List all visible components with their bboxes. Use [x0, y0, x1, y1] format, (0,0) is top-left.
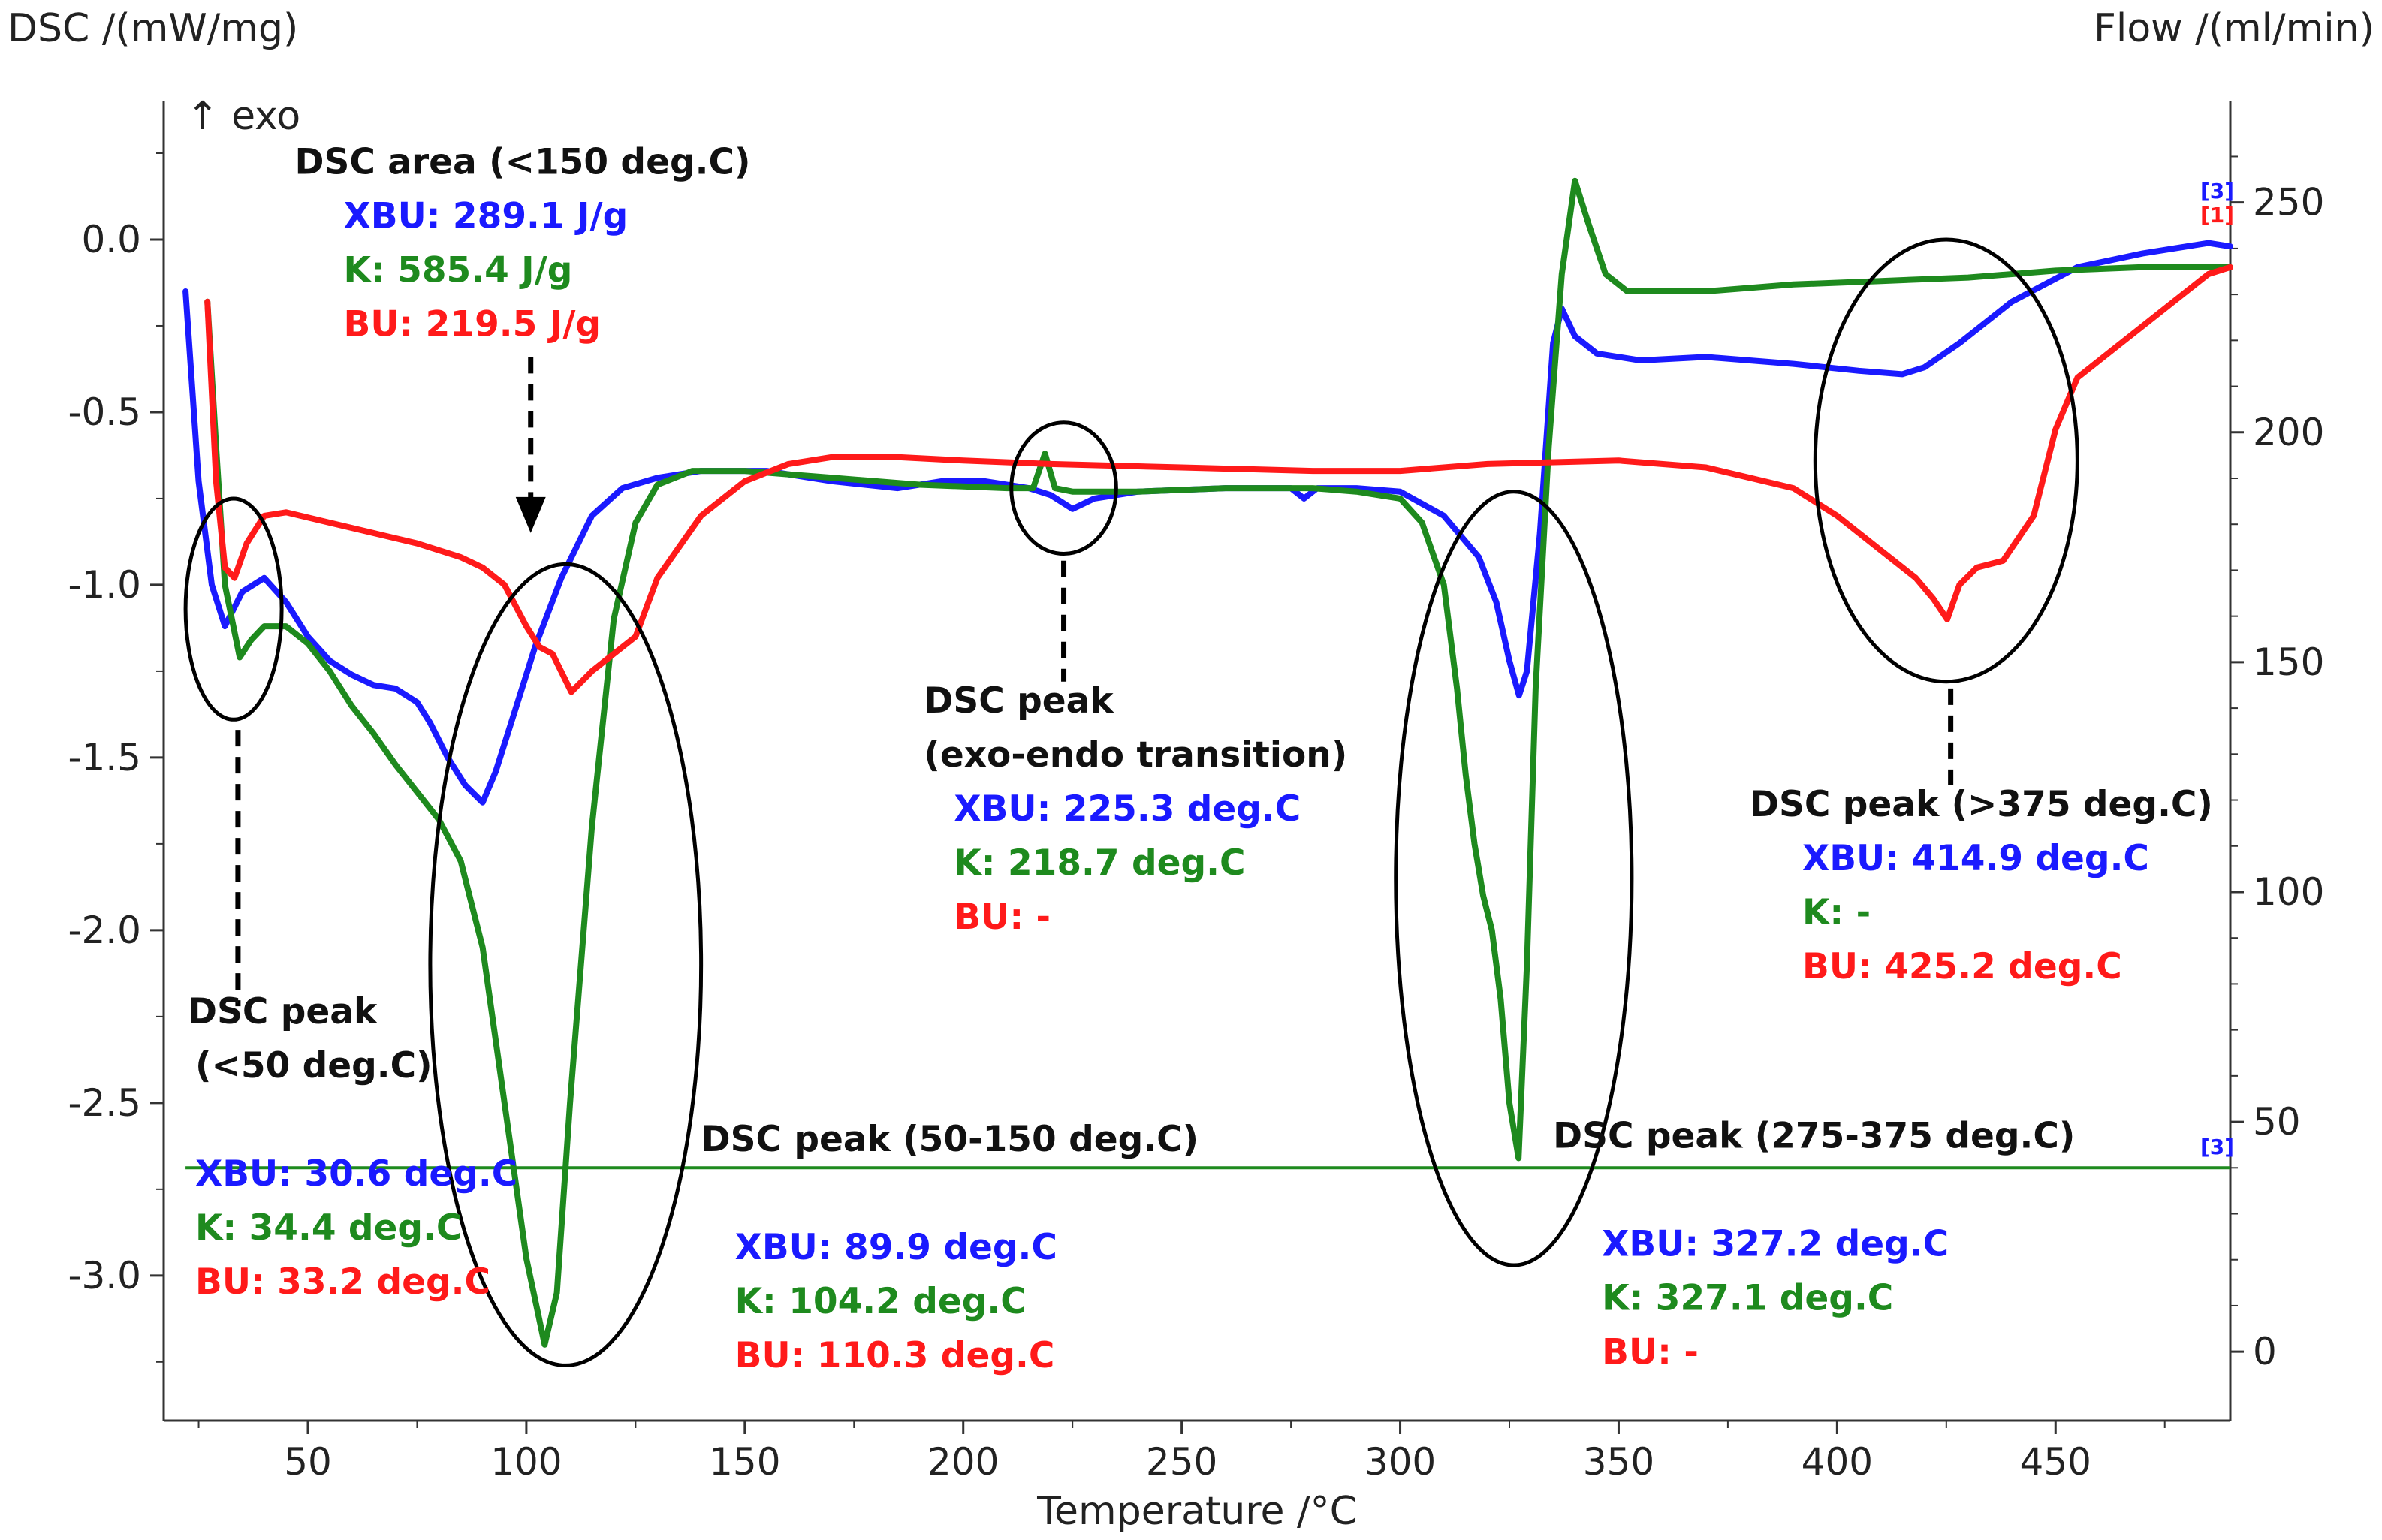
- y-axis-left-title: DSC /(mW/mg): [8, 6, 298, 51]
- exo-label: ↑ exo: [186, 94, 300, 139]
- x-tick-label-100: 100: [490, 1440, 562, 1484]
- y-right-tick-label-150: 150: [2253, 640, 2324, 684]
- arrow-area-head: [515, 496, 546, 533]
- annotation-peak-exo-endo-line-0: DSC peak: [924, 680, 1114, 722]
- ellipse-layer: [183, 237, 2079, 1367]
- y-right-tick-label-250: 250: [2253, 181, 2324, 225]
- annotation-area-line-2: K: 585.4 J/g: [344, 250, 573, 291]
- y-right-tick-label-50: 50: [2253, 1100, 2301, 1144]
- x-tick-label-400: 400: [1802, 1440, 1873, 1484]
- annotation-peak-below-50-line-5: BU: 33.2 deg.C: [195, 1261, 490, 1303]
- annotation-peak-275-375-line-3: K: 327.1 deg.C: [1602, 1278, 1893, 1319]
- annotation-peak-above-375: DSC peak (>375 deg.C) XBU: 414.9 deg.C K: …: [1750, 784, 2213, 987]
- annotation-peak-exo-endo-line-4: BU: -: [954, 897, 1051, 938]
- annotation-peak-below-50: DSC peak (<50 deg.C) XBU: 30.6 deg.C K: 34.…: [188, 991, 517, 1303]
- annotation-peak-below-50-line-3: XBU: 30.6 deg.C: [195, 1153, 517, 1195]
- x-tick-label-250: 250: [1146, 1440, 1217, 1484]
- annotation-peak-exo-endo: DSC peak (exo-endo transition) XBU: 225.3 …: [924, 680, 1347, 938]
- annotation-peak-50-150-line-4: BU: 110.3 deg.C: [735, 1335, 1055, 1376]
- x-tick-label-300: 300: [1364, 1440, 1436, 1484]
- x-tick-label-50: 50: [284, 1440, 332, 1484]
- annotation-peak-275-375-line-2: XBU: 327.2 deg.C: [1602, 1224, 1949, 1265]
- annotation-peak-50-150: DSC peak (50-150 deg.C) XBU: 89.9 deg.C K:…: [701, 1119, 1199, 1376]
- ellipse-peak-above-375: [1813, 237, 2079, 684]
- tag-layer: [3][1][3]: [2200, 179, 2234, 1159]
- ellipse-peak-275-375: [1394, 490, 1634, 1267]
- plot-frame: [162, 101, 2232, 1422]
- annotation-area: DSC area (<150 deg.C) XBU: 289.1 J/g K: 58…: [295, 142, 751, 345]
- annotation-area-line-1: XBU: 289.1 J/g: [344, 196, 629, 237]
- annotation-area-line-0: DSC area (<150 deg.C): [295, 142, 751, 183]
- x-tick-label-200: 200: [927, 1440, 999, 1484]
- series-line-k: [204, 177, 2233, 1348]
- ellipse-peak-exo-endo: [1009, 420, 1118, 556]
- y-right-tick-label-200: 200: [2253, 411, 2324, 454]
- arrow-layer: [235, 357, 1954, 1007]
- annotation-peak-below-50-line-0: DSC peak: [188, 991, 378, 1032]
- ellipse-peak-50-150: [428, 562, 704, 1367]
- y-left-tick-label-2-0: -2.0: [68, 909, 141, 952]
- y-left-tick-label-1-5: -1.5: [68, 736, 141, 779]
- annotation-peak-below-50-line-4: K: 34.4 deg.C: [195, 1207, 462, 1249]
- series-line-xbu: [182, 240, 2233, 806]
- annotation-layer: DSC area (<150 deg.C) XBU: 289.1 J/g K: 58…: [188, 142, 2213, 1377]
- series-line-bu: [204, 264, 2233, 695]
- annotation-peak-below-50-line-1: (<50 deg.C): [195, 1045, 433, 1086]
- y-left-tick-label-0-5: -0.5: [68, 390, 141, 434]
- annotation-peak-above-375-line-3: BU: 425.2 deg.C: [1802, 946, 2122, 987]
- annotation-peak-50-150-line-0: DSC peak (50-150 deg.C): [701, 1119, 1199, 1160]
- ticks-layer: 50 100 150 200 250 300 350 400 450 0.0 -0.5 -1.0 -1.…: [68, 152, 2324, 1484]
- ellipse-peak-below-50: [183, 496, 284, 722]
- annotation-peak-50-150-line-3: K: 104.2 deg.C: [735, 1281, 1027, 1322]
- curve-tag-1: [1]: [2200, 203, 2234, 228]
- annotation-peak-above-375-line-0: DSC peak (>375 deg.C): [1750, 784, 2213, 825]
- y-left-tick-label-0-0: 0.0: [81, 218, 141, 261]
- annotation-peak-above-375-line-2: K: -: [1802, 892, 1871, 933]
- y-left-tick-label-3-0: -3.0: [68, 1254, 141, 1297]
- y-right-tick-label-100: 100: [2253, 870, 2324, 914]
- x-axis-title: Temperature /°C: [1036, 1489, 1357, 1534]
- y-right-tick-label-0: 0: [2253, 1330, 2277, 1373]
- curve-tag-2: [3]: [2200, 1135, 2234, 1159]
- annotation-peak-275-375-line-4: BU: -: [1602, 1332, 1699, 1373]
- annotation-peak-exo-endo-line-3: K: 218.7 deg.C: [954, 842, 1245, 884]
- annotation-peak-exo-endo-line-2: XBU: 225.3 deg.C: [954, 788, 1301, 830]
- x-tick-label-350: 350: [1583, 1440, 1654, 1484]
- annotation-area-line-3: BU: 219.5 J/g: [344, 304, 601, 345]
- annotation-peak-275-375-line-0: DSC peak (275-375 deg.C): [1553, 1116, 2075, 1157]
- x-tick-label-150: 150: [709, 1440, 780, 1484]
- annotation-peak-above-375-line-1: XBU: 414.9 deg.C: [1802, 838, 2149, 879]
- curve-tag-0: [3]: [2200, 179, 2234, 203]
- y-axis-right-title: Flow /(ml/min): [2094, 6, 2374, 51]
- y-left-tick-label-2-5: -2.5: [68, 1081, 141, 1125]
- annotation-peak-50-150-line-2: XBU: 89.9 deg.C: [735, 1227, 1057, 1268]
- annotation-peak-275-375: DSC peak (275-375 deg.C) XBU: 327.2 deg.C…: [1553, 1116, 2075, 1373]
- annotation-peak-exo-endo-line-1: (exo-endo transition): [924, 734, 1347, 776]
- x-tick-label-450: 450: [2020, 1440, 2091, 1484]
- y-left-tick-label-1-0: -1.0: [68, 563, 141, 607]
- series-layer: [182, 177, 2233, 1348]
